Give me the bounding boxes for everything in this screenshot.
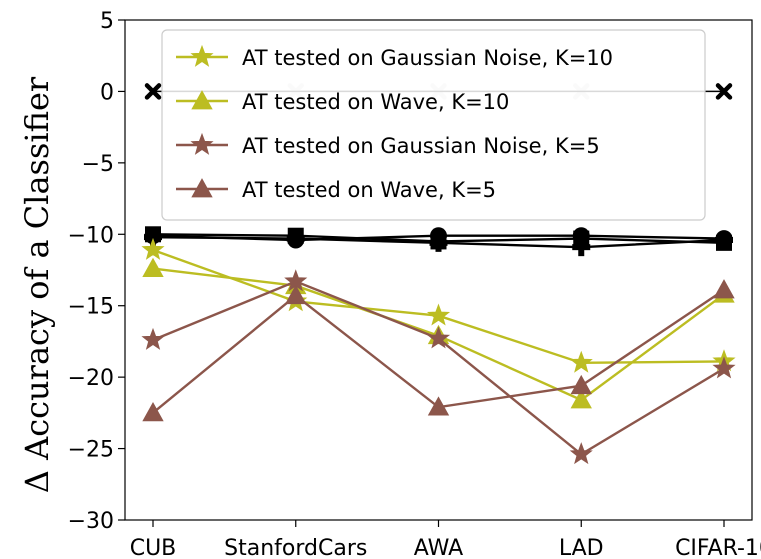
y-tick-label: −5 — [82, 152, 114, 177]
y-tick-label: −15 — [68, 295, 114, 320]
data-point — [570, 389, 592, 409]
data-point — [569, 350, 593, 373]
legend-marker — [190, 132, 214, 155]
legend-marker — [191, 178, 213, 198]
series-2 — [141, 269, 736, 465]
x-tick-label: StanfordCars — [224, 536, 367, 559]
legend-label: AT tested on Gaussian Noise, K=5 — [242, 134, 600, 158]
series-3 — [142, 279, 735, 422]
data-point — [713, 279, 735, 299]
x-tick-label: CUB — [130, 536, 177, 559]
data-point — [426, 303, 451, 326]
y-tick-label: −20 — [68, 366, 114, 391]
data-point — [287, 231, 305, 249]
data-point — [430, 227, 447, 245]
data-point — [141, 237, 165, 260]
data-point — [712, 356, 736, 379]
data-point — [426, 326, 451, 349]
data-point — [142, 402, 164, 422]
legend-marker — [190, 44, 214, 67]
data-point — [570, 374, 592, 395]
series-6 — [144, 227, 733, 249]
legend-label: AT tested on Wave, K=10 — [242, 90, 509, 114]
legend: AT tested on Gaussian Noise, K=10 AT test… — [161, 29, 706, 221]
legend-label: AT tested on Gaussian Noise, K=10 — [242, 46, 613, 70]
data-point — [715, 83, 733, 100]
y-tick-label: −30 — [68, 509, 114, 534]
y-tick-label: −25 — [68, 438, 114, 463]
data-point — [572, 227, 590, 245]
data-point — [285, 284, 307, 305]
data-point — [569, 442, 593, 465]
legend-marker — [191, 90, 213, 110]
legend-label: AT tested on Wave, K=5 — [242, 178, 496, 202]
data-point — [142, 257, 164, 277]
y-tick-label: 5 — [100, 9, 114, 34]
data-point — [141, 327, 165, 350]
data-point — [715, 230, 733, 248]
data-point — [144, 227, 162, 245]
y-tick-label: 0 — [100, 80, 114, 105]
x-tick-label: AWA — [414, 536, 463, 559]
axes: 5 0 −5 −10 −15 −20 −25 −30 CUB StanfordCars AWA LAD… — [18, 9, 761, 559]
data-point — [572, 238, 591, 257]
y-tick-label: −10 — [68, 223, 114, 248]
x-tick-label: CIFAR-10 — [675, 536, 761, 559]
y-axis-label: Δ Accuracy of a Classifier — [18, 76, 56, 493]
data-point — [427, 396, 450, 416]
x-tick-label: LAD — [559, 536, 604, 559]
data-point — [144, 83, 162, 100]
legend-box — [161, 29, 706, 221]
